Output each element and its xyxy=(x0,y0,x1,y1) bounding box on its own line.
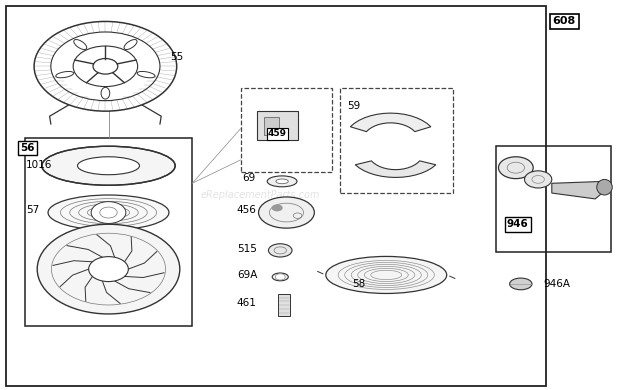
Text: 55: 55 xyxy=(170,52,184,62)
Polygon shape xyxy=(350,113,431,132)
Text: 69A: 69A xyxy=(237,269,257,280)
Polygon shape xyxy=(264,117,279,135)
Text: 69: 69 xyxy=(242,173,255,183)
Polygon shape xyxy=(257,111,298,140)
Ellipse shape xyxy=(56,71,74,78)
Text: 608: 608 xyxy=(552,16,576,27)
Text: 1016: 1016 xyxy=(26,160,53,170)
Ellipse shape xyxy=(137,71,155,78)
Text: 946: 946 xyxy=(507,219,529,229)
Circle shape xyxy=(37,224,180,314)
Circle shape xyxy=(89,257,128,282)
Ellipse shape xyxy=(74,39,87,50)
Polygon shape xyxy=(278,294,290,316)
Polygon shape xyxy=(552,181,604,199)
Circle shape xyxy=(275,274,285,280)
Circle shape xyxy=(525,171,552,188)
Ellipse shape xyxy=(124,39,137,50)
Text: 515: 515 xyxy=(237,243,257,254)
Ellipse shape xyxy=(276,179,288,184)
Text: 57: 57 xyxy=(26,204,39,215)
Ellipse shape xyxy=(272,273,288,281)
Ellipse shape xyxy=(267,176,297,187)
Ellipse shape xyxy=(510,278,532,290)
Ellipse shape xyxy=(42,146,175,185)
Ellipse shape xyxy=(259,197,314,228)
Text: 946A: 946A xyxy=(544,278,571,289)
Circle shape xyxy=(272,204,283,211)
Text: eReplacementParts.com: eReplacementParts.com xyxy=(201,190,320,200)
Text: 56: 56 xyxy=(20,143,35,153)
Polygon shape xyxy=(355,161,436,177)
Text: 456: 456 xyxy=(237,204,257,215)
Text: 59: 59 xyxy=(347,101,360,111)
Circle shape xyxy=(498,157,533,179)
Ellipse shape xyxy=(268,244,292,257)
Ellipse shape xyxy=(596,179,613,195)
Ellipse shape xyxy=(326,257,446,294)
Ellipse shape xyxy=(78,157,140,175)
Ellipse shape xyxy=(48,195,169,230)
Text: 58: 58 xyxy=(352,278,365,289)
Circle shape xyxy=(91,202,126,223)
Text: 459: 459 xyxy=(268,129,286,138)
Text: 461: 461 xyxy=(237,298,257,308)
Ellipse shape xyxy=(101,87,110,99)
